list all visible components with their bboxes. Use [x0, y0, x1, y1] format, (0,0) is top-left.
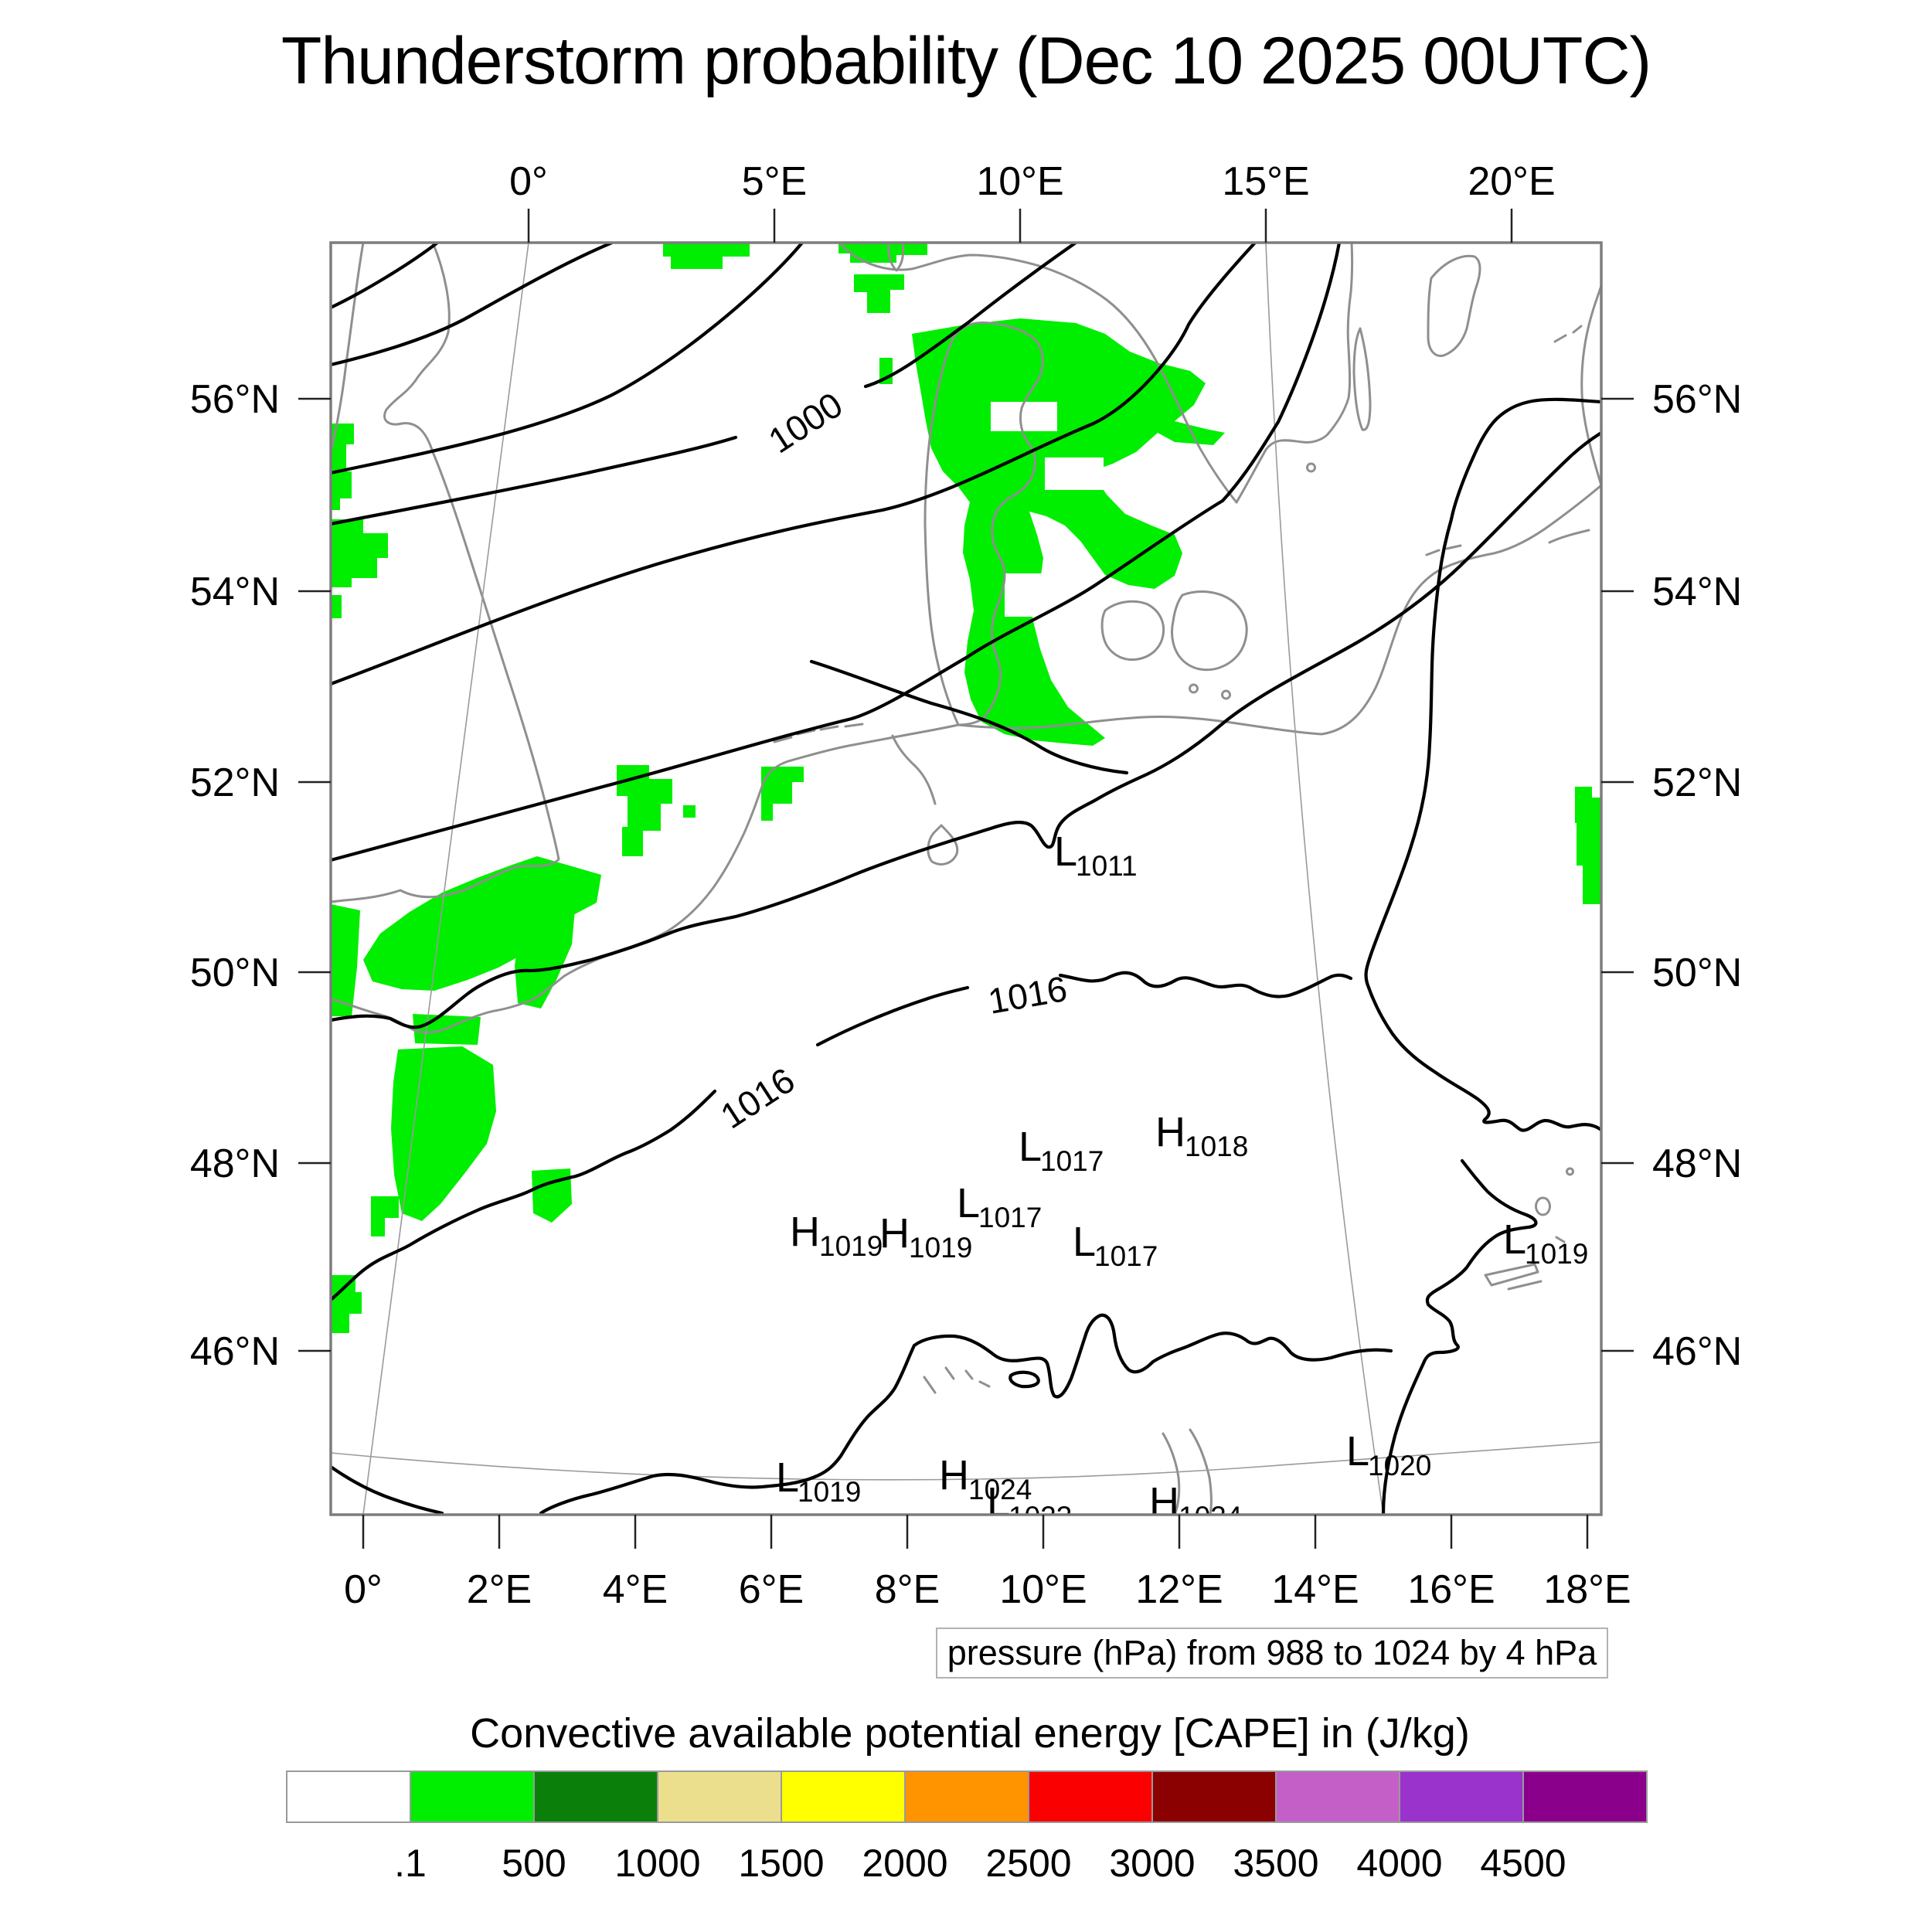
legend-tick-label: .1: [394, 1842, 427, 1885]
legend-tick-label: 1500: [738, 1842, 824, 1885]
cape-colorbar-labels: .1 500 1000 1500 2000 2500 3000 3500 400…: [394, 1842, 1566, 1885]
right-axis-label: 50°N: [1652, 951, 1742, 995]
bottom-axis-label: 18°E: [1543, 1567, 1631, 1612]
bottom-axis-label: 8°E: [875, 1567, 940, 1612]
pressure-center: L1011: [1054, 828, 1138, 882]
bottom-axis-label: 6°E: [739, 1567, 804, 1612]
left-axis-label: 46°N: [190, 1329, 280, 1374]
right-axis-labels: 56°N 54°N 52°N 50°N 48°N 46°N: [1652, 377, 1742, 1374]
bottom-axis-label: 14°E: [1271, 1567, 1359, 1612]
bottom-axis-label: 12°E: [1135, 1567, 1223, 1612]
cape-colorbar: [286, 1770, 1648, 1823]
legend-swatch: [904, 1770, 1029, 1823]
pressure-center: L1020: [1346, 1428, 1431, 1481]
legend-swatch: [1275, 1770, 1400, 1823]
bottom-axis-label: 16°E: [1407, 1567, 1495, 1612]
left-axis-label: 54°N: [190, 570, 280, 614]
contour-label-1016-b: 1016: [713, 1060, 801, 1136]
contour-label-1000: 1000: [761, 384, 849, 461]
isobar-contours: [331, 243, 1601, 1515]
legend-swatch: [1399, 1770, 1524, 1823]
legend-tick-label: 4000: [1356, 1842, 1442, 1885]
pressure-center: H1024: [939, 1452, 1032, 1505]
legend-tick-label: 1000: [614, 1842, 700, 1885]
graticule-lines: [331, 243, 1601, 1515]
page-title: Thunderstorm probability (Dec 10 2025 00…: [281, 24, 1651, 98]
top-axis-label: 15°E: [1222, 159, 1309, 204]
pressure-center: H1019: [790, 1209, 883, 1262]
pressure-center: L1017: [957, 1180, 1042, 1233]
left-axis-label: 50°N: [190, 951, 280, 995]
top-axis-label: 5°E: [742, 159, 807, 204]
legend-swatch: [1028, 1770, 1153, 1823]
top-axis-label: 10°E: [976, 159, 1063, 204]
pressure-center: L1017: [1073, 1219, 1158, 1272]
right-axis-label: 48°N: [1652, 1141, 1742, 1186]
right-axis-label: 52°N: [1652, 760, 1742, 805]
right-axis-label: 54°N: [1652, 570, 1742, 614]
pressure-center: L1017: [1019, 1124, 1104, 1177]
legend-swatch: [533, 1770, 658, 1823]
pressure-center: H1019: [879, 1210, 972, 1264]
legend-swatch: [781, 1770, 906, 1823]
pressure-center: H1024: [1149, 1479, 1242, 1532]
legend-tick-label: 2000: [862, 1842, 947, 1885]
bottom-axis-label: 0°: [344, 1567, 383, 1612]
legend-title: Convective available potential energy [C…: [470, 1710, 1470, 1757]
pressure-center: L1019: [776, 1454, 861, 1508]
bottom-axis-labels: 0° 2°E 4°E 6°E 8°E 10°E 12°E 14°E 16°E 1…: [344, 1567, 1631, 1612]
pressure-center-labels: L1011 H1018 L1017 L1017 L1017 H1019 H101…: [776, 828, 1588, 1532]
pressure-center: L1019: [1503, 1216, 1588, 1270]
legend-swatch: [410, 1770, 535, 1823]
cape-probability-areas: [331, 243, 1601, 1333]
left-axis-label: 52°N: [190, 760, 280, 805]
pressure-center: H1018: [1155, 1109, 1248, 1162]
legend-tick-label: 3000: [1109, 1842, 1195, 1885]
bottom-axis-label: 2°E: [467, 1567, 532, 1612]
left-axis-label: 56°N: [190, 377, 280, 422]
legend-tick-label: 2500: [985, 1842, 1071, 1885]
legend-swatch: [286, 1770, 411, 1823]
legend-swatch: [1522, 1770, 1648, 1823]
contour-label-1016-a: 1016: [985, 968, 1070, 1022]
legend-tick-label: 3500: [1233, 1842, 1318, 1885]
legend-swatch: [1151, 1770, 1277, 1823]
right-axis-label: 46°N: [1652, 1329, 1742, 1374]
bottom-axis-label: 4°E: [603, 1567, 668, 1612]
left-axis-labels: 56°N 54°N 52°N 50°N 48°N 46°N: [190, 377, 280, 1374]
top-axis-label: 20°E: [1468, 159, 1555, 204]
legend-swatch: [657, 1770, 782, 1823]
axis-ticks: [298, 209, 1634, 1549]
bottom-axis-label: 10°E: [999, 1567, 1087, 1612]
legend-tick-label: 500: [502, 1842, 566, 1885]
top-axis-labels: 0° 5°E 10°E 15°E 20°E: [509, 159, 1556, 204]
pressure-caption: pressure (hPa) from 988 to 1024 by 4 hPa: [936, 1628, 1608, 1679]
map-frame: [329, 241, 1603, 1516]
legend-tick-label: 4500: [1480, 1842, 1566, 1885]
left-axis-label: 48°N: [190, 1141, 280, 1186]
right-axis-label: 56°N: [1652, 377, 1742, 422]
top-axis-label: 0°: [509, 159, 548, 204]
cape-area-holes: [991, 402, 1104, 617]
coastlines: [331, 243, 1601, 1515]
pressure-center: L1023: [987, 1479, 1072, 1532]
